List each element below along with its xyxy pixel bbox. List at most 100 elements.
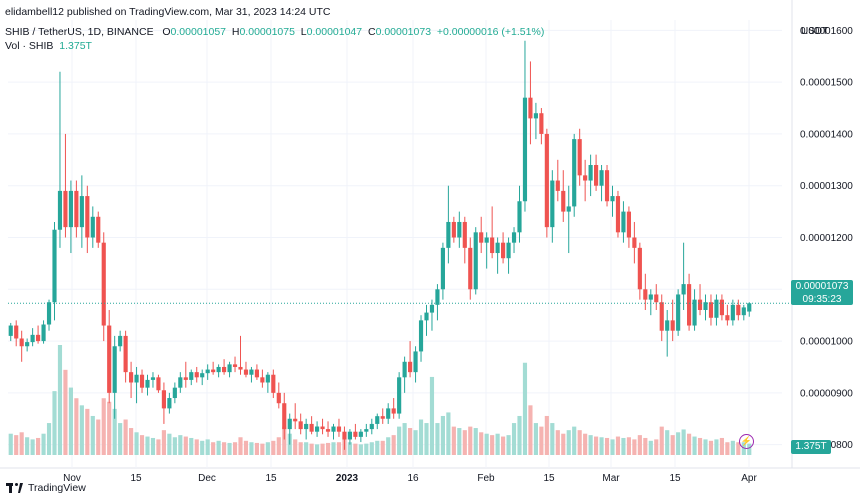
candle-body <box>708 302 714 318</box>
candle-body <box>424 312 429 321</box>
candle-body <box>52 229 57 303</box>
candle-body <box>747 303 752 312</box>
volume-bar <box>265 442 270 455</box>
volume-bar <box>659 426 664 455</box>
volume-bar <box>304 442 309 455</box>
time-tick-label: Apr <box>741 473 757 484</box>
candle-body <box>566 206 571 212</box>
candle-body <box>687 284 692 326</box>
candle-body <box>260 377 265 383</box>
bar-countdown: 09:35:23 <box>802 294 842 305</box>
candle-body <box>14 325 19 339</box>
candle-body <box>304 423 309 430</box>
candle-body <box>249 369 254 375</box>
volume-bar <box>320 443 325 455</box>
candle-body <box>74 190 79 228</box>
volume-bar <box>648 440 653 455</box>
candle-body <box>30 334 35 343</box>
candle-body <box>588 165 593 181</box>
volume-bar <box>550 423 555 455</box>
candle-body <box>577 139 582 176</box>
symbol-label[interactable]: SHIB / TetherUS, 1D, BINANCE <box>5 26 154 38</box>
volume-bar <box>216 440 221 455</box>
volume-bar <box>167 433 172 455</box>
last-price-value: 0.00001073 <box>795 281 849 292</box>
volume-bar <box>353 443 358 455</box>
volume-label[interactable]: Vol · SHIB <box>5 40 54 52</box>
volume-bar <box>211 442 216 455</box>
candle-body <box>643 289 648 300</box>
candle-body <box>440 247 445 290</box>
open-label: O <box>162 26 171 38</box>
candle-body <box>57 190 63 230</box>
volume-bar <box>161 430 166 455</box>
volume-bar <box>654 439 659 455</box>
volume-bar <box>506 435 511 455</box>
volume-bar <box>19 432 24 455</box>
candle-body <box>490 237 495 254</box>
candle-body <box>386 408 391 419</box>
candle-body <box>380 416 385 419</box>
lightning-icon[interactable]: ⚡ <box>739 434 754 449</box>
candle-body <box>309 423 314 432</box>
candle-body <box>25 342 30 347</box>
volume-bar <box>238 437 243 455</box>
volume-bar <box>665 430 670 455</box>
time-tick-label: 16 <box>407 473 419 484</box>
candle-body <box>550 180 555 228</box>
volume-bar <box>375 440 380 455</box>
volume-bar <box>462 430 467 455</box>
volume-bar <box>610 439 615 455</box>
ohlc-legend: SHIB / TetherUS, 1D, BINANCE O0.00001057… <box>5 26 544 38</box>
time-tick-label: 15 <box>543 473 555 484</box>
volume-bar <box>517 415 522 455</box>
candle-body <box>730 304 735 321</box>
candle-body <box>429 304 435 313</box>
volume-bar <box>46 423 52 455</box>
volume-bar <box>418 419 424 455</box>
candle-body <box>446 221 451 248</box>
time-tick-label: Feb <box>477 473 495 484</box>
candle-body <box>599 170 604 186</box>
candle-body <box>254 369 259 378</box>
volume-bar <box>243 440 249 455</box>
volume-bar <box>626 437 631 455</box>
candle-body <box>626 211 631 238</box>
volume-bar <box>615 436 621 455</box>
candle-body <box>665 320 670 331</box>
volume-bar <box>79 405 84 455</box>
volume-bar <box>309 443 314 455</box>
candle-body <box>145 379 150 388</box>
volume-bar <box>703 439 708 455</box>
candle-body <box>265 374 270 383</box>
volume-bar <box>676 432 681 455</box>
volume-bar <box>194 439 199 455</box>
candle-body <box>139 374 145 388</box>
candle-body <box>46 302 52 325</box>
candle-body <box>90 216 95 238</box>
time-tick-label: Nov <box>63 473 81 484</box>
volume-bar <box>501 436 506 455</box>
candle-body <box>681 284 686 295</box>
volume-bar <box>402 423 407 455</box>
volume-bar <box>325 442 331 455</box>
time-tick-label: Mar <box>602 473 620 484</box>
volume-bar <box>30 439 35 455</box>
volume-bar <box>533 423 538 455</box>
candle-body <box>522 97 528 202</box>
close-value: 0.00001073 <box>375 26 432 38</box>
volume-bar <box>293 439 298 455</box>
volume-bar <box>588 435 593 455</box>
candle-body <box>506 242 511 259</box>
candle-body <box>473 232 478 290</box>
candle-body <box>276 392 281 404</box>
volume-bar <box>528 405 533 455</box>
volume-bar <box>391 435 396 455</box>
high-label: H <box>231 26 240 38</box>
candle-body <box>216 366 221 373</box>
candle-body <box>670 320 675 331</box>
candle-body <box>528 97 533 119</box>
candle-body <box>375 416 380 424</box>
candle-body <box>129 372 134 383</box>
